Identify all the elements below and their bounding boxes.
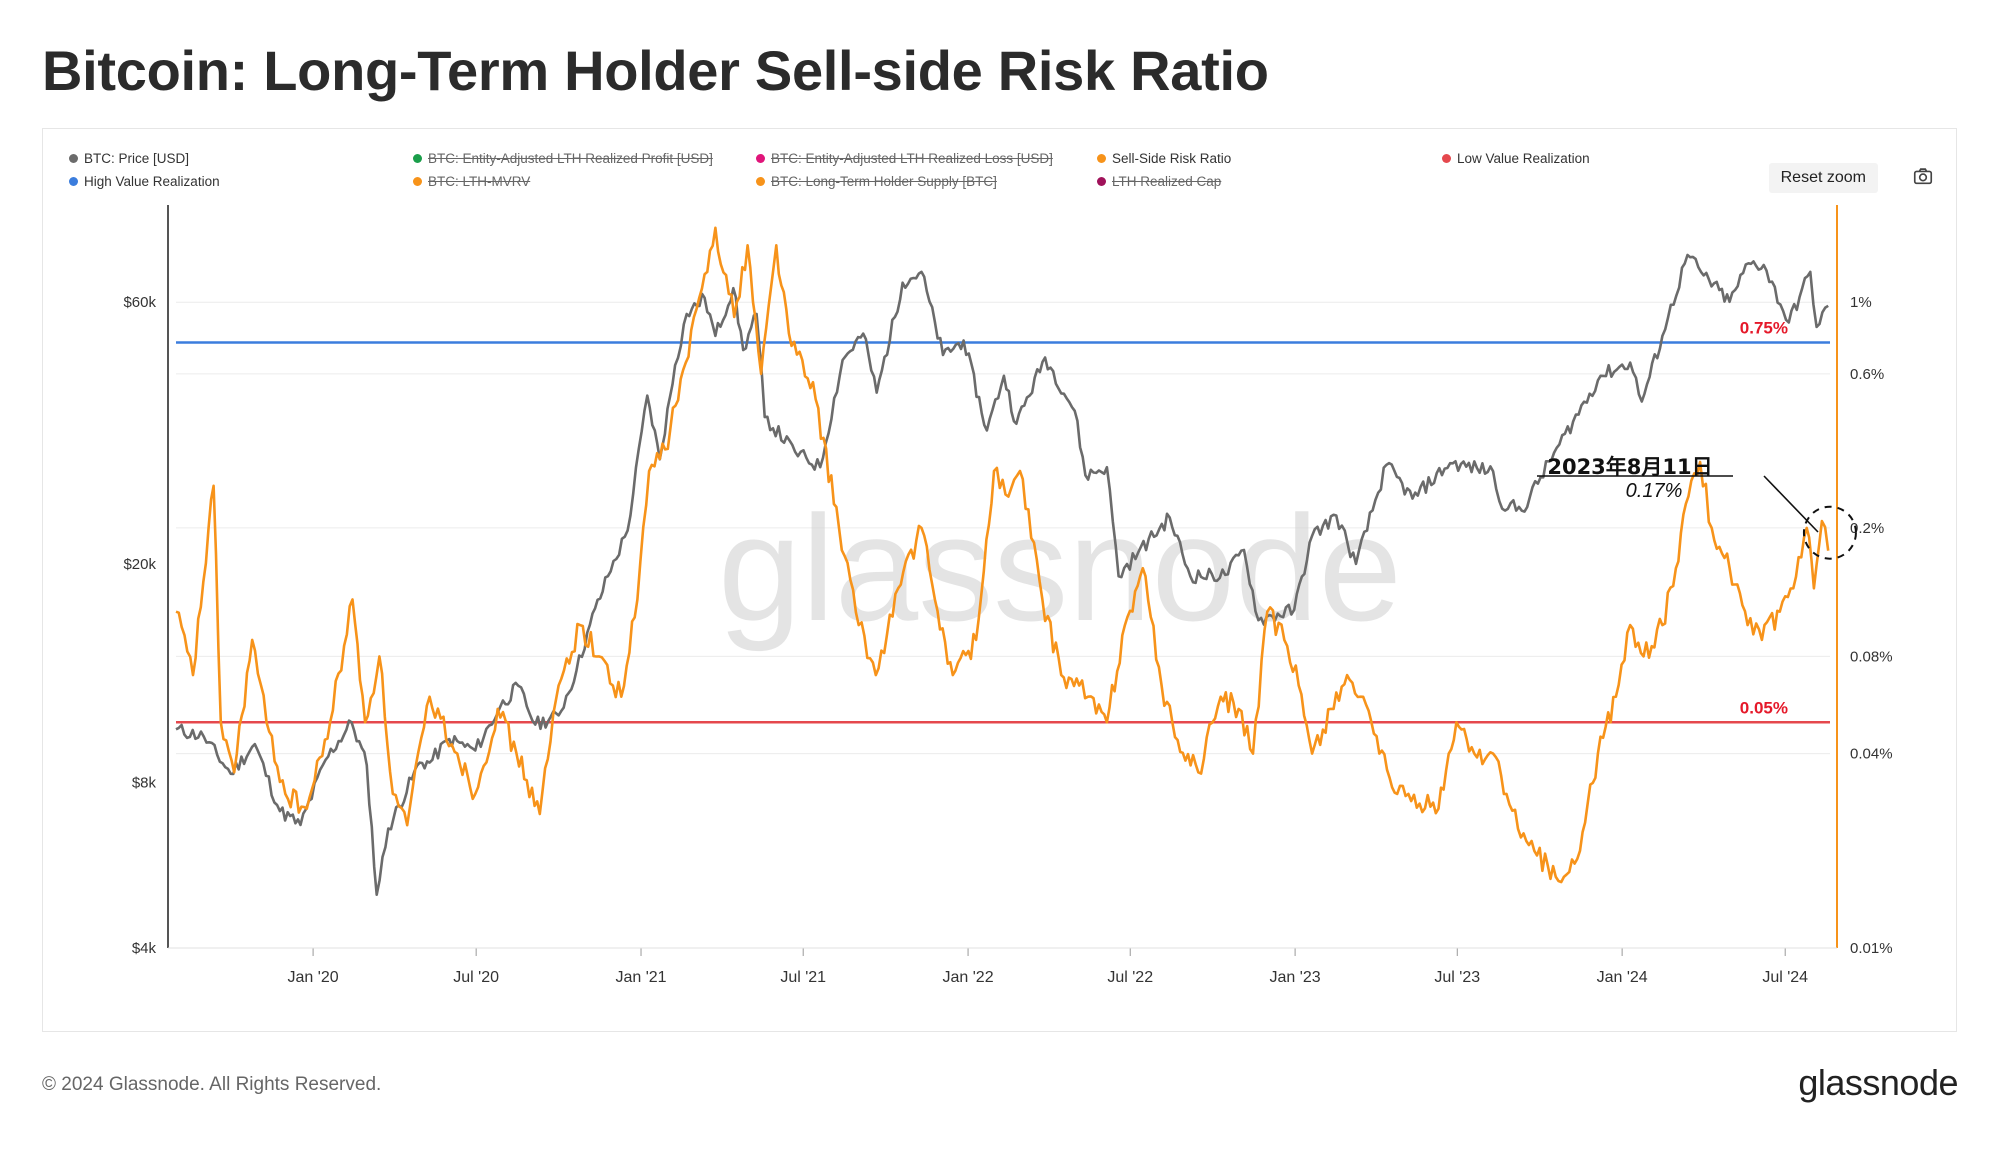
legend-label: BTC: Price [USD]	[84, 151, 190, 166]
y-right-tick-label: 1%	[1850, 294, 1872, 311]
watermark: glassnode	[718, 484, 1402, 652]
y-right-tick-label: 0.2%	[1850, 520, 1884, 537]
x-tick-label: Jan '20	[288, 969, 339, 986]
annotation-date-label: 2023年8月11日	[1547, 455, 1712, 479]
camera-icon[interactable]	[1912, 165, 1934, 187]
annotation-leader-line	[1763, 475, 1819, 533]
legend-dot-icon	[69, 177, 78, 186]
sell-side-risk-ratio-line	[175, 226, 1830, 884]
y-right-tick-label: 0.6%	[1850, 366, 1884, 383]
legend-dot-icon	[1097, 177, 1106, 186]
chart-title: Bitcoin: Long-Term Holder Sell-side Risk…	[42, 39, 1269, 102]
reset-zoom-button[interactable]: Reset zoom	[1768, 163, 1878, 193]
chart-panel: BTC: Price [USD] BTC: Entity-Adjusted LTH…	[42, 128, 1957, 1032]
x-tick-label: Jul '20	[453, 969, 499, 986]
legend-dot-icon	[1442, 154, 1451, 163]
legend-item[interactable]: BTC: Price [USD]	[69, 151, 189, 166]
x-tick-label: Jan '21	[615, 969, 666, 986]
legend-item[interactable]: BTC: Entity-Adjusted LTH Realized Profit…	[413, 151, 713, 166]
copyright: © 2024 Glassnode. All Rights Reserved.	[42, 1074, 382, 1095]
x-tick-label: Jul '22	[1107, 969, 1153, 986]
x-tick-label: Jan '22	[943, 969, 994, 986]
legend-item[interactable]: BTC: LTH-MVRV	[413, 174, 530, 189]
y-left-tick-label: $4k	[132, 940, 157, 957]
y-right-tick-label: 0.01%	[1850, 940, 1893, 957]
x-tick-label: Jul '24	[1762, 969, 1808, 986]
annotation-circle	[1802, 505, 1857, 560]
legend-label: High Value Realization	[84, 174, 220, 189]
x-tick-label: Jan '23	[1270, 969, 1321, 986]
y-left-tick-label: $60k	[123, 294, 156, 311]
annotation-value-label: 0.17%	[1626, 480, 1683, 502]
y-left-tick-label: $20k	[123, 556, 156, 573]
threshold-label: 0.75%	[1740, 319, 1788, 338]
btc-price-line	[175, 253, 1829, 896]
threshold-label: 0.05%	[1740, 698, 1788, 717]
legend-item[interactable]: Low Value Realization	[1442, 151, 1590, 166]
y-right-tick-label: 0.04%	[1850, 746, 1893, 763]
legend-label: BTC: Entity-Adjusted LTH Realized Profit…	[428, 151, 713, 166]
legend-dot-icon	[413, 154, 422, 163]
legend-item[interactable]: Sell-Side Risk Ratio	[1097, 151, 1231, 166]
legend-item[interactable]: BTC: Entity-Adjusted LTH Realized Loss […	[756, 151, 1053, 166]
legend-label: BTC: Entity-Adjusted LTH Realized Loss […	[771, 151, 1053, 166]
legend-label: LTH Realized Cap	[1112, 174, 1222, 189]
legend-item[interactable]: BTC: Long-Term Holder Supply [BTC]	[756, 174, 997, 189]
legend-item[interactable]: High Value Realization	[69, 174, 220, 189]
y-right-tick-label: 0.08%	[1850, 648, 1893, 665]
y-left-tick-label: $8k	[132, 775, 157, 792]
brand-logo: glassnode	[1798, 1062, 1958, 1103]
legend-dot-icon	[69, 154, 78, 163]
legend-label: Sell-Side Risk Ratio	[1112, 151, 1232, 166]
legend-label: BTC: Long-Term Holder Supply [BTC]	[771, 174, 997, 189]
legend-dot-icon	[756, 154, 765, 163]
legend-dot-icon	[756, 177, 765, 186]
legend-label: BTC: LTH-MVRV	[428, 174, 531, 189]
x-tick-label: Jul '21	[780, 969, 826, 986]
legend-dot-icon	[413, 177, 422, 186]
legend-item[interactable]: LTH Realized Cap	[1097, 174, 1221, 189]
legend-dot-icon	[1097, 154, 1106, 163]
x-tick-label: Jul '23	[1434, 969, 1480, 986]
legend-label: Low Value Realization	[1457, 151, 1590, 166]
x-tick-label: Jan '24	[1597, 969, 1648, 986]
